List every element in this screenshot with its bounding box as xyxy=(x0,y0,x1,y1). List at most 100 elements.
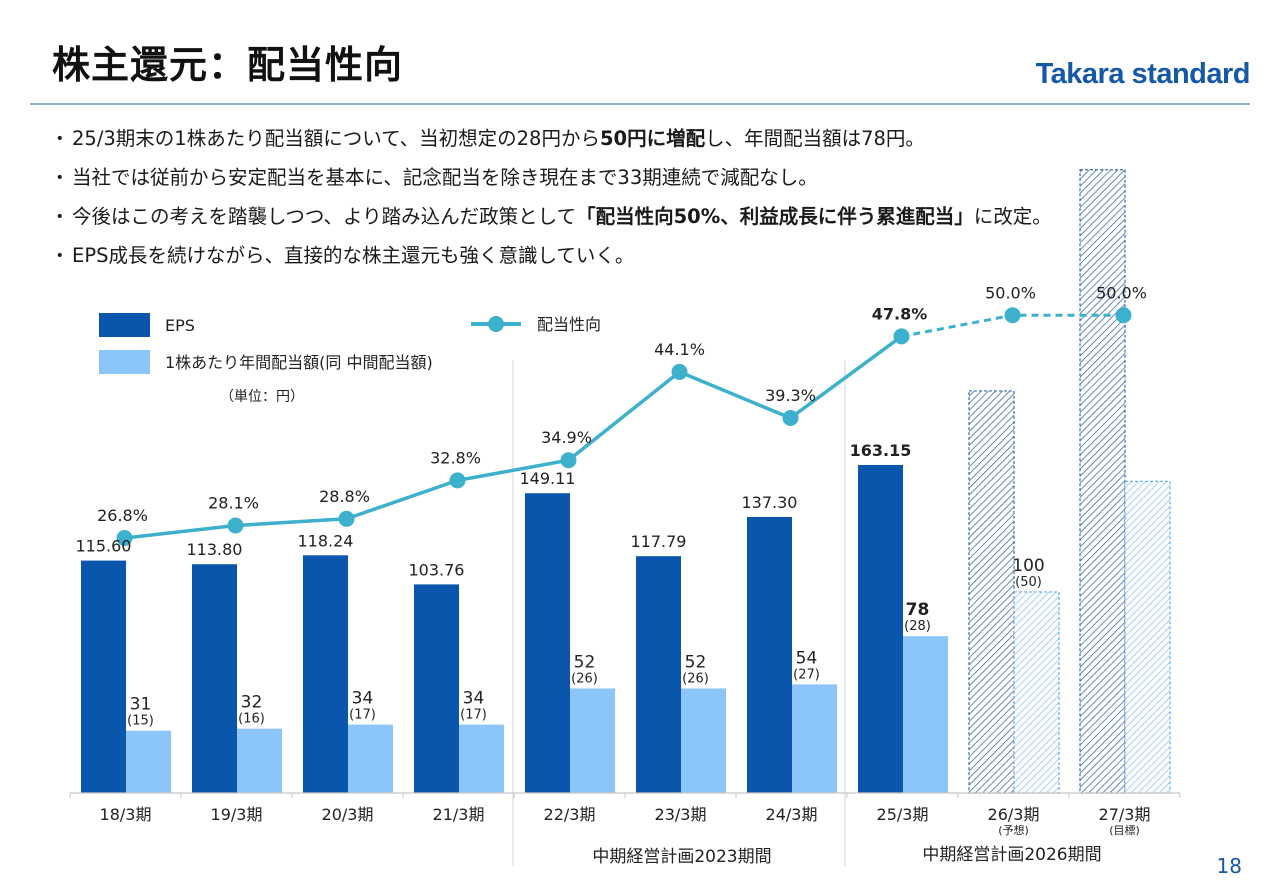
eps-bar xyxy=(636,556,681,793)
bullet-text: EPS成長を続けながら、直接的な株主還元も強く意識していく。 xyxy=(72,244,635,267)
eps-data-label: 137.30 xyxy=(742,493,798,512)
dividend-data-label: 52 xyxy=(685,652,707,672)
payout-ratio-label: 26.8% xyxy=(97,506,148,525)
payout-ratio-label: 50.0% xyxy=(985,283,1036,302)
dividend-data-label: 54 xyxy=(796,648,818,668)
x-tick-label: 25/3期 xyxy=(877,805,929,824)
bullet-text: 25/3期末の1株あたり配当額について、当初想定の28円から xyxy=(72,127,600,150)
dividend-bar-projected xyxy=(1124,480,1171,794)
payout-ratio-line xyxy=(124,334,903,540)
eps-bar xyxy=(303,555,348,793)
company-logo: Takara standard xyxy=(1035,58,1251,90)
interim-dividend-label: (26) xyxy=(682,671,709,686)
payout-ratio-label: 34.9% xyxy=(541,428,592,447)
bullet-item: ・当社では従前から安定配当を基本に、記念配当を除き現在まで33期連続で減配なし。 xyxy=(50,158,1250,197)
dividend-bar xyxy=(126,730,171,793)
x-tick-label: 23/3期 xyxy=(655,805,707,824)
dividend-bar xyxy=(459,724,504,793)
eps-data-label: 103.76 xyxy=(409,560,465,579)
eps-bar-projected xyxy=(1079,169,1126,794)
payout-ratio-label: 44.1% xyxy=(654,340,705,359)
payout-ratio-point xyxy=(560,452,577,469)
payout-ratio-point xyxy=(1004,307,1021,324)
x-tick-label: 19/3期 xyxy=(211,805,263,824)
dividend-bar xyxy=(792,684,837,793)
x-tick-label: 22/3期 xyxy=(544,805,596,824)
eps-bar-projected xyxy=(968,390,1015,794)
payout-ratio-point xyxy=(227,517,244,534)
eps-data-label: 115.60 xyxy=(76,537,132,556)
bullet-marker: ・ xyxy=(50,127,70,150)
x-tick-label: 20/3期 xyxy=(322,805,374,824)
eps-bar xyxy=(192,564,237,793)
dividend-data-label: 100 xyxy=(1012,556,1044,576)
bullet-text: し、年間配当額は78円。 xyxy=(705,127,925,150)
dividend-bar xyxy=(348,724,393,793)
interim-dividend-label: (17) xyxy=(460,708,487,723)
dividend-data-label: 34 xyxy=(352,689,374,709)
payout-ratio-point xyxy=(338,510,355,527)
eps-bar xyxy=(525,493,570,793)
legend-swatch-payout-marker xyxy=(488,316,504,332)
eps-data-label: 113.80 xyxy=(187,540,243,559)
bullet-text: 今後はこの考えを踏襲しつつ、より踏み込んだ政策として xyxy=(72,205,577,228)
dividend-data-label: 78 xyxy=(906,600,930,620)
payout-ratio-label: 39.3% xyxy=(765,386,816,405)
x-tick-note: (目標) xyxy=(1109,823,1140,837)
bullet-marker: ・ xyxy=(50,244,70,267)
interim-dividend-label: (26) xyxy=(571,671,598,686)
period-label: 中期経営計画2026期間 xyxy=(922,845,1101,865)
x-tick-label: 18/3期 xyxy=(100,805,152,824)
eps-bar xyxy=(414,584,459,793)
dividend-bar xyxy=(681,688,726,793)
dividend-bar xyxy=(903,636,948,793)
payout-ratio-point xyxy=(116,530,133,546)
eps-data-label: 117.79 xyxy=(631,532,687,551)
bullet-marker: ・ xyxy=(50,166,70,189)
interim-dividend-label: (28) xyxy=(904,619,931,634)
eps-bar xyxy=(747,516,792,793)
payout-ratio-point xyxy=(782,410,799,426)
legend-label-dividend: 1株あたり年間配当額(同 中間配当額) xyxy=(165,353,433,372)
legend-swatch-dividend xyxy=(99,350,150,374)
bullet-emphasis: 「配当性向50%、利益成長に伴う累進配当」 xyxy=(576,205,974,228)
bullet-text: 当社では従前から安定配当を基本に、記念配当を除き現在まで33期連続で減配なし。 xyxy=(72,166,818,189)
dividend-data-label: 34 xyxy=(463,689,485,709)
bullet-emphasis: 50円に増配 xyxy=(599,127,706,150)
period-label: 中期経営計画2023期間 xyxy=(592,847,771,867)
bullet-item: ・ 25/3期末の1株あたり配当額について、当初想定の28円から50円に増配し、年… xyxy=(50,119,1250,158)
page-number: 18 xyxy=(1216,854,1242,878)
bullet-item: ・今後はこの考えを踏襲しつつ、より踏み込んだ政策として「配当性向50%、利益成長… xyxy=(50,197,1250,236)
interim-dividend-label: (27) xyxy=(793,667,820,682)
x-tick-label: 26/3期 xyxy=(988,805,1040,824)
x-tick-label: 24/3期 xyxy=(766,805,818,824)
interim-dividend-label: (15) xyxy=(127,714,154,729)
dividend-bar-projected xyxy=(1013,591,1060,794)
legend-label-payout: 配当性向 xyxy=(537,315,601,334)
eps-data-label: 118.24 xyxy=(298,531,354,550)
interim-dividend-label: (50) xyxy=(1015,575,1042,590)
dividend-data-label: 31 xyxy=(130,695,152,715)
dividend-bar xyxy=(237,728,282,793)
legend-label-eps: EPS xyxy=(165,316,195,335)
payout-ratio-point xyxy=(1115,307,1132,324)
bullet-text: に改定。 xyxy=(973,205,1052,228)
page-title: 株主還元：配当性向 xyxy=(52,43,404,87)
eps-bar xyxy=(858,465,903,793)
interim-dividend-label: (16) xyxy=(238,712,265,727)
payout-ratio-point xyxy=(449,472,466,489)
x-tick-label: 21/3期 xyxy=(433,805,485,824)
payout-ratio-label: 32.8% xyxy=(430,448,481,467)
payout-ratio-label: 47.8% xyxy=(872,304,928,323)
x-tick-note: (予想) xyxy=(998,823,1029,837)
eps-bar xyxy=(81,560,126,793)
bullet-marker: ・ xyxy=(50,205,70,228)
header-divider xyxy=(30,103,1250,105)
dividend-data-label: 32 xyxy=(241,693,263,713)
x-tick-label: 27/3期 xyxy=(1099,805,1151,824)
legend-swatch-eps xyxy=(99,313,150,337)
dividend-bar xyxy=(570,688,615,793)
payout-ratio-label: 28.1% xyxy=(208,494,259,513)
payout-ratio-label: 50.0% xyxy=(1096,283,1147,302)
interim-dividend-label: (17) xyxy=(349,708,376,723)
